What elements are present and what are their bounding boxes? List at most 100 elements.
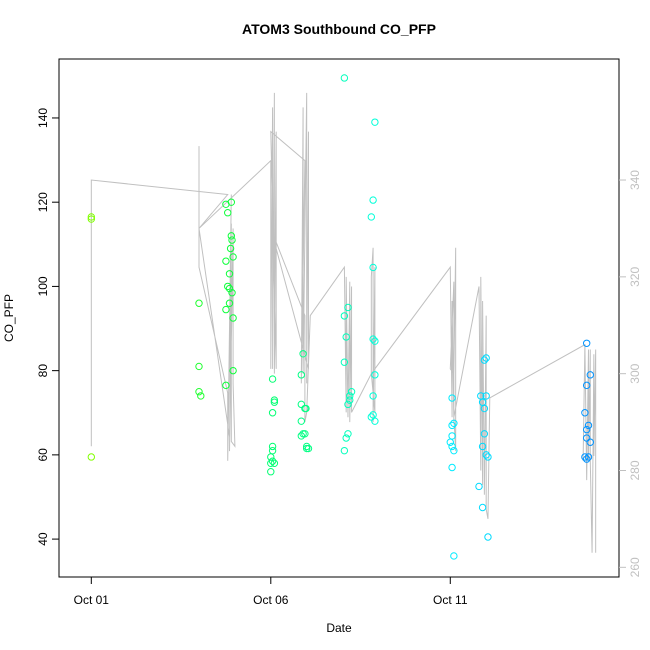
chart-title: ATOM3 Southbound CO_PFP [242, 21, 436, 37]
data-point [346, 392, 354, 400]
data-point [450, 446, 458, 455]
data-point [270, 459, 279, 467]
data-point [448, 463, 456, 472]
data-point [584, 421, 593, 430]
data-point [582, 339, 591, 347]
y2-tick-label: 300 [628, 363, 642, 383]
data-point [270, 396, 279, 404]
data-point [450, 552, 458, 560]
data-point [582, 381, 591, 390]
data-point [346, 396, 354, 404]
data-point [448, 394, 456, 402]
y2-tick-label: 280 [628, 460, 642, 480]
data-point [450, 419, 458, 427]
data-point [371, 417, 379, 425]
x-tick-label: Oct 01 [74, 593, 110, 607]
data-point [586, 438, 594, 446]
data-point [297, 432, 306, 440]
data-point [267, 459, 275, 467]
data-point [224, 282, 232, 291]
line-path [90, 92, 597, 553]
data-point [87, 213, 96, 221]
data-point [344, 430, 352, 438]
data-point [367, 213, 376, 221]
data-point [268, 375, 277, 383]
data-point [367, 413, 376, 421]
data-point [227, 232, 236, 240]
data-point [228, 236, 236, 244]
data-point [484, 453, 492, 461]
data-point [304, 444, 313, 453]
y-tick-label: 140 [36, 108, 50, 128]
data-point [299, 350, 307, 358]
data-point [226, 244, 235, 253]
y2-tick-label: 320 [628, 267, 642, 287]
data-point [268, 446, 277, 455]
data-point [270, 398, 279, 406]
data-point [586, 371, 594, 379]
series-line [90, 92, 597, 553]
data-point [268, 457, 277, 465]
data-point [448, 432, 456, 440]
data-point [302, 404, 310, 413]
data-point [582, 425, 591, 434]
data-point [297, 417, 306, 425]
data-point [297, 371, 306, 379]
data-point [225, 299, 234, 307]
data-point [225, 284, 234, 293]
data-point [222, 257, 230, 265]
data-point [229, 366, 237, 375]
data-point [347, 388, 356, 396]
data-point [478, 442, 487, 451]
data-point [195, 388, 203, 396]
data-point [222, 305, 230, 314]
data-point [229, 314, 237, 322]
y-tick-label: 40 [36, 532, 50, 546]
data-point [584, 453, 593, 461]
data-point [344, 303, 352, 312]
x-tick-label: Oct 06 [253, 593, 289, 607]
y2-tick-label: 260 [628, 557, 642, 577]
data-point [582, 434, 591, 442]
data-point [482, 392, 490, 400]
data-point [478, 503, 487, 512]
data-point [301, 430, 309, 438]
data-point [297, 400, 306, 409]
data-point [344, 400, 352, 409]
data-point [475, 482, 483, 491]
data-point [448, 421, 456, 430]
x-axis-label: Date [326, 621, 352, 635]
data-point [340, 74, 349, 82]
data-point [197, 392, 205, 400]
y-axis-label: CO_PFP [2, 294, 16, 342]
data-point [268, 409, 277, 417]
data-point [340, 358, 349, 366]
data-point [342, 333, 350, 341]
data-point [484, 533, 492, 541]
y2-tick-label: 340 [628, 170, 642, 190]
y-tick-label: 60 [36, 448, 50, 462]
data-point [371, 118, 379, 126]
data-point [448, 442, 456, 451]
data-point [482, 451, 490, 459]
data-point [302, 442, 311, 451]
data-point [582, 455, 591, 463]
data-point [195, 362, 203, 371]
data-point [480, 404, 489, 413]
data-point [267, 468, 275, 476]
data-point [267, 453, 275, 461]
data-point [222, 381, 230, 390]
data-point [369, 263, 377, 272]
plot-frame [58, 58, 620, 578]
data-point [342, 434, 350, 442]
data-point [371, 337, 379, 345]
y-tick-label: 100 [36, 276, 50, 296]
data-point [224, 209, 232, 217]
axes: Oct 01 Oct 06 Oct 11 40 60 80 100 120 140 260 280 3… [36, 108, 642, 607]
data-point [195, 299, 203, 307]
data-point [371, 371, 379, 379]
plot-area [58, 58, 620, 578]
data-point [340, 446, 349, 455]
